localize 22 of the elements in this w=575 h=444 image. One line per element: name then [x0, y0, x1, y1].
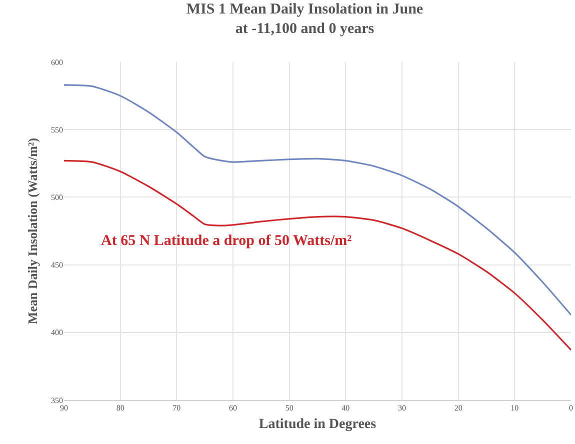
- x-tick-label: 30: [398, 404, 406, 413]
- x-tick-label: 40: [342, 404, 350, 413]
- x-tick-label: 20: [454, 404, 462, 413]
- x-tick-label: 90: [60, 404, 68, 413]
- x-tick-label: 10: [510, 404, 519, 413]
- y-tick-label: 600: [51, 58, 63, 67]
- x-tick-label: 60: [229, 404, 237, 413]
- x-tick-label: 70: [172, 404, 181, 413]
- y-tick-label: 400: [51, 328, 63, 338]
- x-tick-label: 0: [569, 404, 573, 413]
- line-series: [64, 84, 571, 316]
- x-tick-label: 80: [116, 404, 124, 413]
- y-tick-label: 450: [51, 260, 63, 270]
- y-tick-label: 500: [51, 193, 63, 202]
- y-tick-label: 350: [51, 396, 63, 405]
- chart-title: MIS 1 Mean Daily Insolation in June at -11,100 and 0 years: [186, 1, 424, 37]
- line-series: [64, 160, 571, 351]
- y-tick-label: 550: [51, 125, 63, 134]
- x-axis-title: Latitude in Degrees: [258, 416, 377, 432]
- y-axis-title: Mean Daily Insolation (Watts/m²): [24, 138, 40, 324]
- annotation: At 65 N Latitude a drop of 50 Watts/m²: [101, 233, 352, 249]
- x-tick-label: 50: [285, 404, 294, 413]
